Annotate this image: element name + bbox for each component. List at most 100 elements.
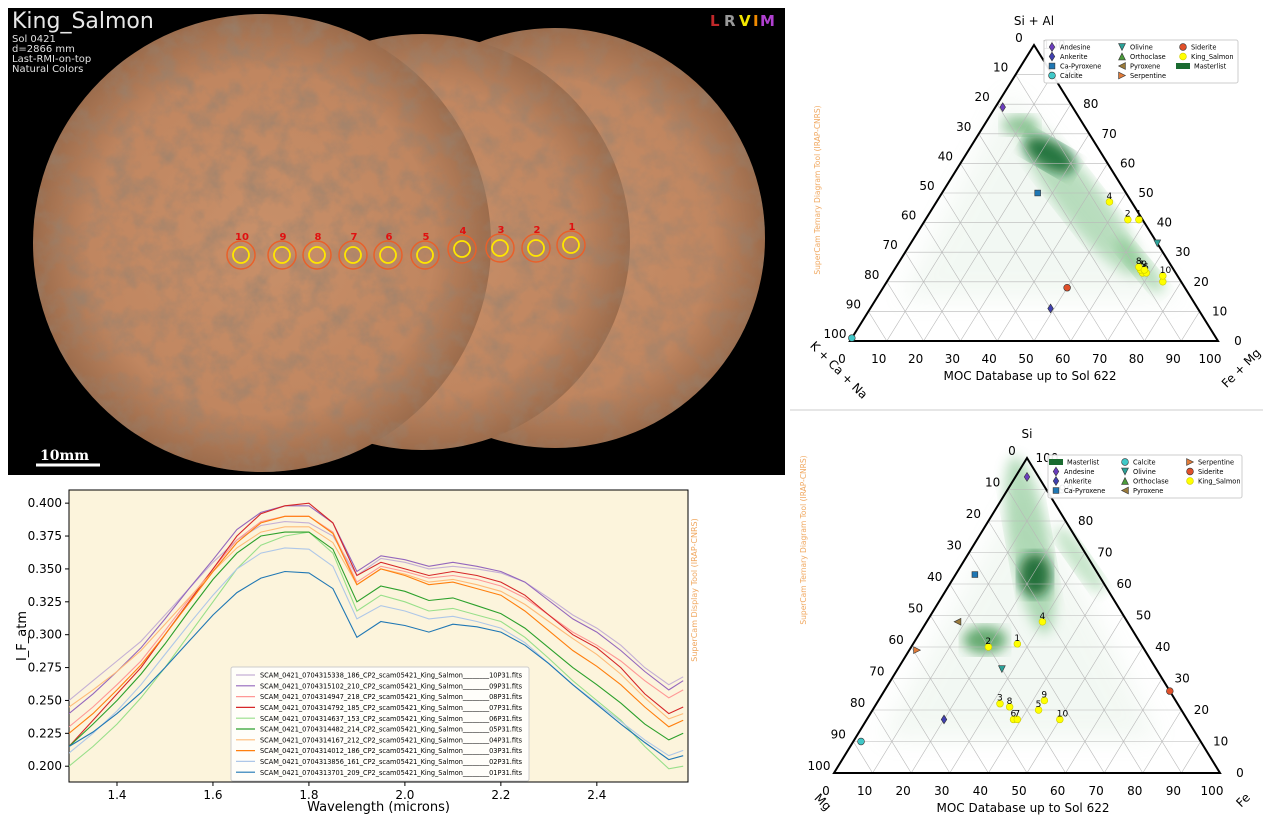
y-tick-label: 0.400 xyxy=(28,496,62,510)
bottom-axis-tick-label: 0 xyxy=(822,784,830,798)
right-axis-tick-label: 80 xyxy=(1078,514,1093,528)
target-label: 6 xyxy=(386,232,393,243)
bottom-axis-tick-label: 80 xyxy=(1129,352,1144,366)
grid-line xyxy=(960,133,1090,342)
legend-label: Orthoclase xyxy=(1133,478,1169,486)
mineral-point xyxy=(940,714,948,725)
grid-line xyxy=(941,192,1035,342)
target-ring xyxy=(521,233,551,263)
mineral-point xyxy=(1159,272,1167,280)
right-axis-tick-label: 20 xyxy=(1194,703,1209,717)
triangle-frame xyxy=(848,43,1220,342)
series-layer xyxy=(69,502,684,770)
x-tick-label: 2.2 xyxy=(491,788,510,802)
mineral-point xyxy=(857,737,865,746)
mineral-point xyxy=(1013,640,1022,648)
left-axis-tick-label: 50 xyxy=(919,179,934,193)
y-tick-label: 0.200 xyxy=(28,759,62,773)
legend-label: Siderite xyxy=(1191,44,1216,52)
left-vertex-label: K + Ca + Na xyxy=(807,339,870,402)
legend-swatch xyxy=(1121,476,1129,485)
spectrum-line xyxy=(69,521,684,701)
right-vertex-label: Fe + Mg xyxy=(1219,346,1263,391)
grid-line xyxy=(872,489,1047,774)
y-tick-label: 0.300 xyxy=(28,628,62,642)
bottom-axis-tick-label: 0 xyxy=(838,352,846,366)
target-spot xyxy=(453,240,471,258)
grid-line xyxy=(968,552,1105,774)
triangle-frame xyxy=(832,456,1222,774)
grid-line xyxy=(1007,489,1182,774)
target-label: 9 xyxy=(280,232,287,243)
point-label: 7 xyxy=(1014,709,1020,719)
channel-letter: M xyxy=(760,12,775,30)
left-axis-tick-label: 40 xyxy=(938,149,953,163)
target-spot xyxy=(527,239,545,257)
bottom-axis-tick-label: 90 xyxy=(1166,352,1181,366)
right-axis-tick-label: 30 xyxy=(1175,245,1190,259)
grid-line xyxy=(872,709,912,774)
image-info: Sol 0421 xyxy=(12,34,56,45)
right-axis-tick-label: 10 xyxy=(1213,735,1228,749)
point-label: 10 xyxy=(1057,709,1069,719)
mineral-point xyxy=(1047,303,1054,314)
legend-label: King_Salmon xyxy=(1191,53,1234,61)
y-tick-label: 0.350 xyxy=(28,562,62,576)
left-axis-tick-label: 100 xyxy=(808,759,831,773)
legend-swatch xyxy=(1118,43,1126,52)
channel-letter: V xyxy=(739,12,751,30)
point-label: 4 xyxy=(1039,612,1045,622)
left-axis-tick-label: 60 xyxy=(889,633,904,647)
mineral-point xyxy=(984,643,993,651)
right-axis-tick-label: 0 xyxy=(1236,766,1244,780)
spectrum-line xyxy=(69,570,684,761)
channel-letter: L xyxy=(710,12,720,30)
legend-swatch xyxy=(1186,458,1195,466)
bottom-axis-tick-label: 90 xyxy=(1166,784,1181,798)
point-label: 10 xyxy=(1160,266,1172,276)
target-ring xyxy=(226,240,256,270)
left-axis-tick-label: 70 xyxy=(869,665,884,679)
bottom-axis-tick-label: 50 xyxy=(1011,784,1026,798)
bottom-axis-tick-label: 20 xyxy=(908,352,923,366)
mineral-point xyxy=(996,699,1004,708)
legend-swatch xyxy=(1048,71,1056,80)
target-spot xyxy=(308,246,326,264)
target-ring xyxy=(556,230,586,260)
target-ring xyxy=(373,240,403,270)
legend-label: SCAM_0421_0704314792_185_CP2_scam05421_K… xyxy=(260,704,522,712)
right-axis-tick-label: 10 xyxy=(1212,304,1227,318)
image-info: Last-RMI-on-top xyxy=(12,54,91,65)
grid-line xyxy=(868,311,888,342)
target-spot xyxy=(232,246,250,264)
right-axis-tick-label: 70 xyxy=(1097,546,1112,560)
legend-label: Siderite xyxy=(1198,468,1223,476)
bottom-axis-tick-label: 50 xyxy=(1018,352,1033,366)
rmi-mosaic xyxy=(33,14,765,472)
legend-label: Masterlist xyxy=(1194,63,1227,71)
legend-label: SCAM_0421_0704315338_186_CP2_scam05421_K… xyxy=(260,672,522,680)
legend-label: Serpentine xyxy=(1198,459,1234,467)
image-info: d=2866 mm xyxy=(12,44,75,55)
mineral-point xyxy=(1034,189,1041,197)
spectrum-line xyxy=(69,547,684,757)
spectrum-line xyxy=(69,515,684,734)
mineral-point xyxy=(913,646,922,655)
mineral-point xyxy=(1005,703,1014,711)
point-label: 8 xyxy=(1007,697,1013,707)
legend-swatch xyxy=(1049,459,1063,465)
bottom-axis-tick-label: 10 xyxy=(857,784,872,798)
spectrum-line xyxy=(69,531,684,747)
legend-label: SCAM_0421_0704314482_214_CP2_scam05421_K… xyxy=(260,726,522,734)
legend-box xyxy=(1047,454,1243,499)
grid-line xyxy=(1142,709,1182,774)
image-info: Natural Colors xyxy=(12,64,83,75)
legend-label: Pyroxene xyxy=(1130,63,1160,71)
top-vertex-label: Si xyxy=(1022,427,1033,441)
target-spot xyxy=(416,246,434,264)
grid-line xyxy=(1015,74,1182,342)
target-ring xyxy=(267,240,297,270)
left-axis-tick-label: 10 xyxy=(985,476,1000,490)
legend-label: Ankerite xyxy=(1064,478,1092,486)
legend-label: SCAM_0421_0704313701_209_CP2_scam05421_K… xyxy=(260,769,522,777)
